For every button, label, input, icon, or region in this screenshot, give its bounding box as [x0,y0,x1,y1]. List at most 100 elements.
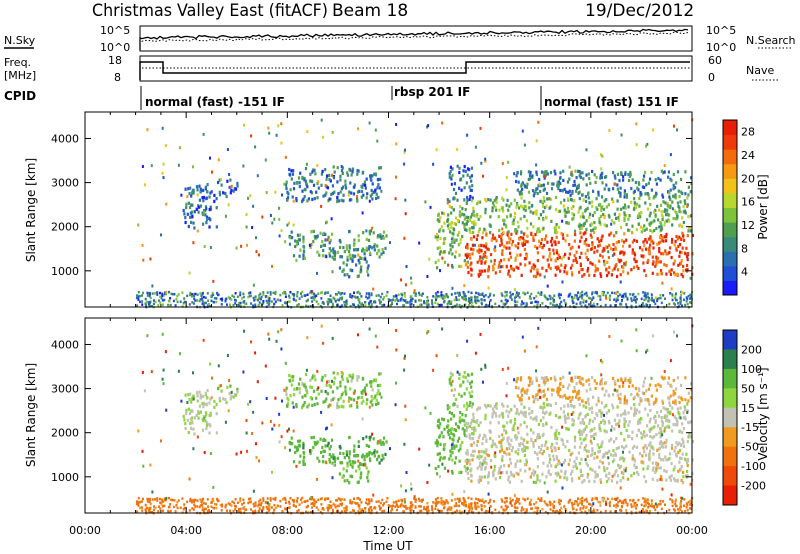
power-cell [482,295,485,298]
velocity-cell [523,445,526,449]
cpid-mode-2: rbsp 201 IF [394,85,470,99]
power-cell [557,180,560,184]
velocity-cell [510,473,513,477]
power-cell [589,297,592,300]
velocity-cell [480,455,483,459]
velocity-cell [410,505,413,509]
velocity-cell [673,449,676,453]
power-cell [485,199,488,203]
velocity-cell [545,410,548,414]
velocity-cell [660,475,663,479]
velocity-cell [646,466,649,470]
velocity-cell [229,384,232,388]
velocity-cell [605,411,608,415]
power-cell [494,249,497,253]
power-cell [218,190,221,194]
power-cell [284,301,287,304]
power-cell [234,187,238,191]
power-cell [146,128,149,132]
power-cell [535,170,538,174]
velocity-cell [660,507,663,511]
velocity-cell [535,415,538,419]
power-cell [455,303,458,306]
power-cell [536,191,539,196]
power-cell [362,231,365,235]
power-cell [375,192,378,196]
power-cell [639,215,642,219]
power-cell [561,233,564,237]
power-cell [661,195,665,199]
velocity-cell [686,440,689,444]
velocity-cell [479,421,482,425]
power-cell [436,302,439,306]
velocity-cell [654,470,657,474]
power-cell [298,254,301,258]
velocity-cell [623,457,626,461]
power-cell [664,208,667,212]
velocity-cell [581,480,584,484]
power-cell [245,213,248,216]
power-cell [239,293,242,297]
power-cell [546,197,549,201]
power-cell [482,244,485,248]
power-cell [392,298,394,301]
power-cell [532,263,535,267]
power-cell [368,251,372,255]
power-cell [306,185,309,189]
velocity-cell [527,383,530,388]
power-cell [547,265,550,269]
velocity-cell [520,402,523,406]
velocity-cell [198,404,201,408]
power-cell [185,202,188,206]
power-cell [480,261,483,265]
power-cell [608,188,611,192]
power-cell [507,272,510,276]
velocity-cell [619,392,622,396]
power-cell [418,241,421,245]
power-cell [662,294,665,297]
velocity-cell [543,393,546,397]
power-cell [312,183,316,187]
power-cell [509,214,512,218]
power-cell [585,300,588,303]
power-cell [635,143,638,147]
power-cell [603,216,606,220]
power-cell [566,233,569,237]
power-cell [672,302,675,305]
power-cell [373,244,376,249]
velocity-cell [681,437,684,441]
power-cell [597,244,600,248]
power-cell [326,220,328,224]
power-cell [326,174,328,178]
power-cell [473,243,476,247]
power-cell [588,212,592,216]
power-cell [533,244,537,249]
power-cell [324,238,327,242]
power-cell [532,235,535,239]
velocity-cell [616,496,619,500]
power-cell [144,297,147,301]
velocity-cell [638,402,641,407]
velocity-cell [566,403,570,407]
power-cell [665,272,668,276]
power-cell [685,300,688,303]
velocity-cell [670,474,673,478]
power-cell [480,302,483,306]
velocity-cell [690,388,693,392]
power-cell [505,203,508,207]
power-cell [572,183,575,188]
velocity-cell [595,403,598,407]
velocity-cell [542,394,545,398]
power-cell [674,196,677,200]
velocity-cell [671,406,674,410]
velocity-cell [373,454,376,458]
power-cell [558,255,562,260]
power-cell [353,291,355,294]
velocity-cell [472,454,475,458]
power-cell [611,268,614,272]
power-cell [226,179,229,183]
velocity-cell [342,467,345,471]
power-cell [667,170,670,174]
velocity-cell [353,389,356,393]
velocity-cell [542,424,545,428]
